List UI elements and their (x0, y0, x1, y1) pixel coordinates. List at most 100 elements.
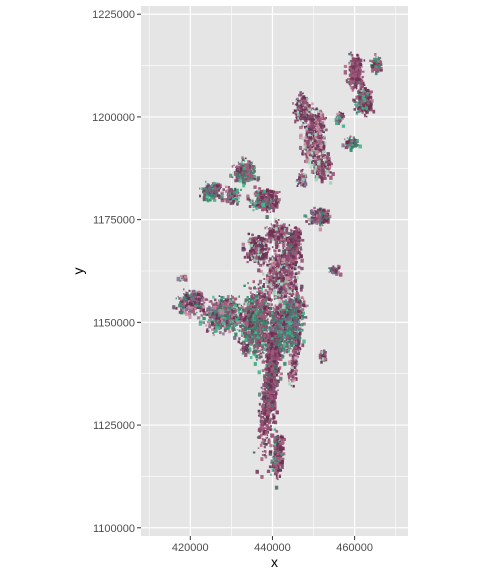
raster-cell (212, 303, 215, 308)
raster-cell (279, 357, 283, 361)
raster-cell (278, 474, 282, 477)
raster-cell (211, 328, 214, 331)
raster-cell (303, 322, 306, 326)
raster-cell (271, 370, 273, 372)
raster-cell (218, 310, 222, 314)
raster-cell (243, 332, 245, 335)
raster-cell (263, 315, 267, 319)
raster-cell (181, 300, 185, 303)
raster-cell (189, 302, 193, 307)
raster-cell (219, 303, 221, 305)
raster-cell (213, 315, 217, 318)
raster-cell (260, 426, 265, 431)
raster-cell (272, 382, 274, 384)
raster-cell (293, 267, 297, 271)
raster-cell (177, 295, 179, 298)
raster-cell (298, 331, 302, 336)
raster-cell (302, 311, 305, 315)
raster-cell (237, 340, 240, 343)
raster-cell (267, 417, 271, 421)
raster-cell (269, 313, 272, 317)
raster-cell (264, 338, 268, 342)
raster-cell (270, 403, 272, 406)
raster-cell (271, 400, 275, 404)
raster-cell (248, 348, 252, 352)
raster-cell (184, 307, 186, 309)
raster-cell (300, 317, 304, 320)
raster-cell (244, 332, 248, 336)
raster-cell (264, 439, 266, 442)
raster-cell (226, 307, 228, 309)
raster-cell (293, 320, 298, 325)
raster-cell (230, 294, 233, 297)
raster-cell (258, 415, 260, 417)
raster-cell (196, 293, 201, 297)
raster-cell (253, 335, 256, 339)
raster-cell (254, 305, 257, 308)
raster-cell (184, 295, 188, 299)
raster-cell (268, 326, 272, 329)
raster-cell (211, 321, 215, 326)
raster-cell (277, 293, 279, 296)
raster-cell (248, 313, 251, 317)
raster-cell (283, 301, 285, 303)
raster-cell (201, 315, 203, 317)
raster-cell (285, 252, 289, 256)
raster-cell (218, 300, 221, 303)
raster-cell (213, 313, 216, 317)
raster-cell (287, 266, 290, 270)
raster-cell (288, 280, 291, 284)
raster-cell (246, 317, 249, 319)
raster-cell (247, 282, 249, 285)
raster-cell (263, 352, 265, 354)
raster-cell (280, 349, 284, 352)
raster-cell (264, 292, 266, 295)
raster-cell (258, 325, 262, 329)
raster-cell (293, 313, 296, 315)
raster-cell (275, 380, 279, 384)
raster-cell (220, 322, 222, 325)
raster-cell (266, 395, 268, 397)
raster-cell (297, 321, 300, 324)
raster-cell (267, 390, 271, 394)
raster-cell (252, 293, 254, 295)
raster-cell (267, 414, 270, 418)
raster-cell (267, 293, 271, 297)
raster-cell (273, 267, 276, 271)
raster-cell (301, 328, 303, 331)
raster-cell (293, 314, 296, 317)
raster-cell (295, 300, 299, 304)
raster-cell (271, 259, 275, 264)
raster-cell (296, 314, 300, 317)
raster-cell (278, 328, 281, 332)
raster-cell (270, 433, 275, 438)
raster-cell (294, 301, 297, 305)
raster-cell (270, 321, 273, 324)
raster-cell (277, 389, 279, 391)
raster-cell (262, 383, 266, 387)
raster-cell (267, 411, 271, 416)
raster-cell (261, 409, 264, 411)
raster-cell (184, 300, 188, 304)
raster-cell (214, 316, 219, 320)
raster-cell (261, 291, 264, 295)
raster-cell (273, 360, 277, 364)
raster-cell (292, 284, 295, 288)
raster-cell (263, 374, 266, 377)
raster-cell (229, 310, 231, 313)
raster-cell (253, 344, 256, 346)
raster-cell (257, 339, 261, 342)
raster-cell (280, 440, 283, 443)
raster-cell (259, 314, 263, 318)
raster-cell (260, 287, 263, 291)
raster-cell (272, 407, 275, 411)
raster-cell (261, 387, 264, 390)
raster-cell (275, 458, 278, 462)
raster-cell (180, 303, 184, 307)
raster-cell (232, 326, 235, 329)
raster-cell (285, 313, 288, 317)
raster-cell (252, 451, 256, 454)
raster-cell (256, 436, 260, 439)
raster-cell (296, 325, 298, 328)
raster-cell (260, 302, 264, 306)
